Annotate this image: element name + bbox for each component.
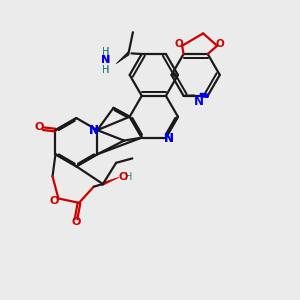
Text: N: N bbox=[89, 124, 99, 136]
Text: H: H bbox=[102, 47, 110, 57]
Text: O: O bbox=[71, 217, 81, 227]
Text: N: N bbox=[101, 55, 110, 65]
Text: O: O bbox=[49, 196, 59, 206]
Text: H: H bbox=[102, 64, 110, 75]
Text: O: O bbox=[216, 39, 224, 49]
Text: H: H bbox=[125, 172, 132, 182]
Text: H: H bbox=[102, 64, 110, 75]
Text: O: O bbox=[119, 172, 128, 182]
Text: N: N bbox=[194, 95, 204, 108]
Text: N: N bbox=[89, 124, 99, 136]
Polygon shape bbox=[116, 52, 129, 64]
Text: O: O bbox=[175, 39, 184, 49]
Text: N: N bbox=[101, 55, 110, 65]
Text: O: O bbox=[35, 122, 44, 132]
Text: H: H bbox=[102, 47, 110, 57]
Text: N: N bbox=[164, 132, 174, 145]
Text: N: N bbox=[164, 132, 174, 145]
Polygon shape bbox=[102, 177, 119, 186]
